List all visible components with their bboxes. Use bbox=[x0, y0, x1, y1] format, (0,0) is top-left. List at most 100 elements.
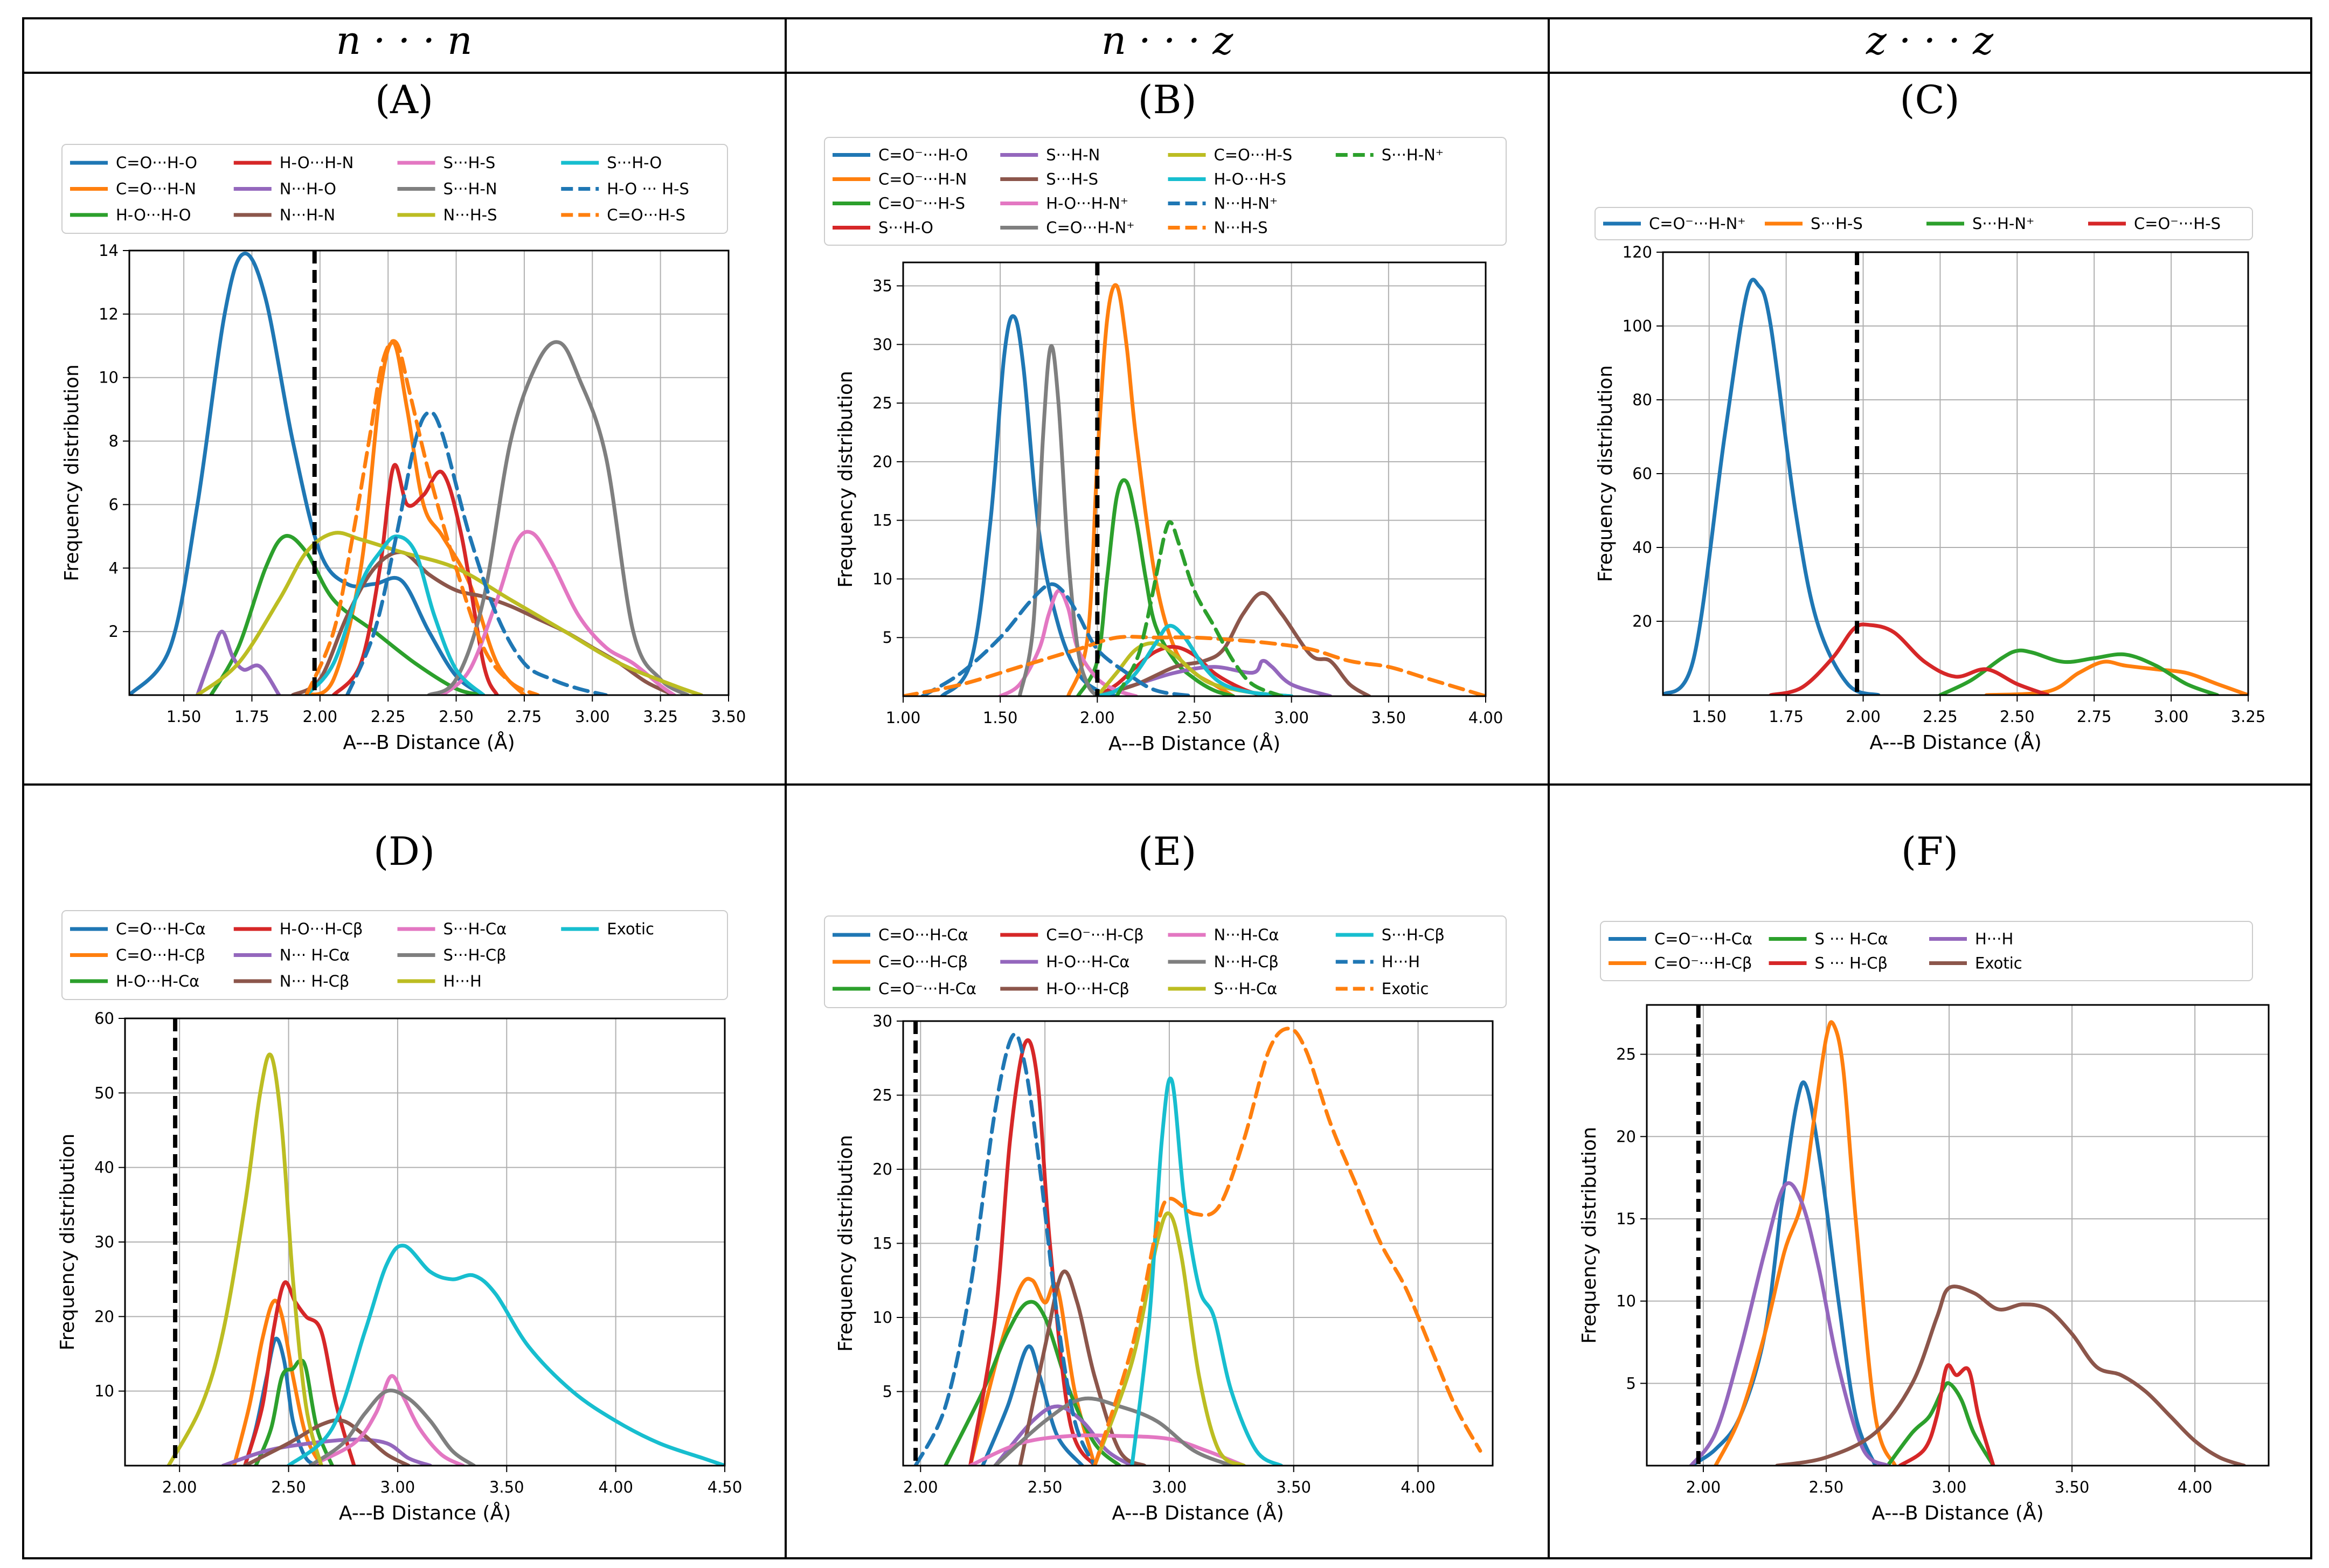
x-tick-label: 1.75 bbox=[234, 707, 269, 726]
legend-label-s-h-o: S···H-O bbox=[878, 219, 933, 237]
series-line-s-h-n bbox=[1114, 520, 1284, 696]
y-tick-label: 14 bbox=[99, 241, 119, 260]
series-line-exotic bbox=[287, 1244, 725, 1466]
legend-label-exotic: Exotic bbox=[1382, 980, 1429, 998]
series-line-c-o-h-o bbox=[129, 251, 486, 695]
series-line-c-o-h-n bbox=[1663, 277, 1881, 695]
y-tick-label: 10 bbox=[99, 369, 119, 387]
panel-b: (B) 1.00 1.50 2.00 2.50 3.00 3.50 4.00 5 10 15 20 25… bbox=[824, 77, 1507, 755]
series-line-s-h-c bbox=[1092, 1211, 1246, 1466]
series-line-h-o-h-n bbox=[331, 463, 499, 695]
legend-label-h-o-h-c: H-O···H-Cβ bbox=[280, 920, 363, 938]
y-axis-label: Frequency distribution bbox=[57, 1134, 79, 1351]
legend-label-s-h-c: S ··· H-Cβ bbox=[1815, 954, 1888, 973]
legend-label-h-o-h-s: H-O···H-S bbox=[1214, 170, 1286, 189]
series-line-h-h bbox=[167, 1052, 323, 1466]
y-tick-label: 6 bbox=[109, 495, 119, 514]
x-axis-label: A---B Distance (Å) bbox=[1871, 1501, 2043, 1524]
x-tick-label: 3.50 bbox=[1276, 1478, 1311, 1496]
x-tick-label: 1.50 bbox=[167, 707, 202, 726]
series-group bbox=[913, 1026, 1482, 1466]
series-line-c-o-h-s bbox=[1076, 478, 1236, 696]
y-tick-label: 20 bbox=[1616, 1127, 1636, 1146]
table-borders bbox=[22, 17, 2312, 1559]
legend-label-exotic: Exotic bbox=[607, 920, 654, 938]
x-tick-label: 2.50 bbox=[1028, 1478, 1063, 1496]
legend-label-c-o-h-n: C=O⁻···H-N bbox=[878, 170, 967, 189]
y-tick-label: 30 bbox=[872, 1012, 892, 1030]
legend-label-h-o-h-c: H-O···H-Cβ bbox=[1046, 980, 1129, 998]
legend-box bbox=[61, 910, 728, 1000]
legend-label-s-h-s: S···H-S bbox=[1811, 214, 1863, 233]
legend-label-c-o-h-c: C=O···H-Cβ bbox=[878, 953, 968, 971]
y-tick-label: 10 bbox=[1616, 1292, 1636, 1310]
axes-frame bbox=[902, 1020, 1494, 1467]
x-tick-label: 2.00 bbox=[162, 1478, 197, 1496]
axes-frame bbox=[902, 261, 1487, 697]
y-axis-label: Frequency distribution bbox=[835, 371, 857, 588]
y-tick-label: 30 bbox=[872, 335, 892, 353]
series-line-h-o-h-c bbox=[993, 1404, 1134, 1466]
x-tick-label: 2.50 bbox=[439, 707, 474, 726]
legend-label-n-h-c: N···H-Cα bbox=[1214, 926, 1279, 944]
x-tick-label: 3.00 bbox=[2154, 707, 2189, 726]
x-tick-label: 2.00 bbox=[1080, 709, 1115, 727]
legend-box bbox=[824, 915, 1507, 1008]
y-tick-label: 100 bbox=[1623, 317, 1652, 335]
panel-label: (B) bbox=[1138, 77, 1196, 122]
series-line-n-h-c bbox=[243, 1418, 411, 1466]
legend-label-c-o-h-n: C=O···H-N bbox=[116, 180, 196, 198]
series-line-s-h-c bbox=[1886, 1381, 1995, 1466]
x-tick-label: 2.25 bbox=[1923, 707, 1958, 726]
column-header-zz: z · · · z bbox=[1866, 18, 1994, 63]
series-line-h-h bbox=[1689, 1181, 1890, 1466]
x-tick-label: 2.00 bbox=[1846, 707, 1881, 726]
table-outer-border bbox=[22, 17, 2312, 1559]
legend-label-n-h-s: N···H-S bbox=[1214, 219, 1268, 237]
y-tick-label: 10 bbox=[94, 1382, 114, 1400]
legend-label-h-o-h-n: H-O···H-N⁺ bbox=[1046, 195, 1128, 213]
series-line-s-h-c bbox=[308, 1389, 476, 1466]
axes-frame bbox=[124, 1017, 726, 1467]
legend-label-c-o-h-c: C=O···H-Cβ bbox=[116, 946, 205, 965]
series-line-h-h bbox=[913, 1032, 1097, 1466]
y-tick-label: 8 bbox=[109, 432, 119, 450]
series-line-s-h-c bbox=[1130, 1077, 1284, 1466]
axes-frame bbox=[128, 249, 730, 696]
panel-d: (D) 2.00 2.50 3.00 3.50 4.00 4.50 10 20 30 40 50 60 A… bbox=[57, 829, 742, 1524]
legend-label-c-o-h-s: C=O···H-S bbox=[1214, 146, 1293, 164]
legend-label-c-o-h-c: C=O⁻···H-Cα bbox=[1654, 930, 1752, 948]
legend-label-c-o-h-s: C=O···H-S bbox=[607, 206, 685, 224]
series-line-n-h-n bbox=[920, 582, 1196, 696]
legend-label-h-h: H···H bbox=[1975, 930, 2013, 948]
y-tick-label: 120 bbox=[1623, 243, 1652, 261]
y-tick-label: 4 bbox=[109, 559, 119, 577]
y-tick-label: 5 bbox=[883, 628, 892, 647]
series-group bbox=[1663, 277, 2248, 695]
legend-label-h-h: H···H bbox=[443, 972, 482, 990]
y-tick-label: 40 bbox=[1632, 538, 1652, 557]
y-tick-label: 5 bbox=[1626, 1374, 1636, 1392]
series-line-c-o-h-c bbox=[968, 1038, 1097, 1466]
legend-label-h-o-h-c: H-O···H-Cα bbox=[1046, 953, 1129, 971]
legend-box bbox=[1595, 207, 2253, 240]
x-tick-label: 2.50 bbox=[271, 1478, 306, 1496]
legend-label-c-o-h-c: C=O⁻···H-Cα bbox=[878, 980, 976, 998]
y-tick-label: 25 bbox=[872, 1086, 892, 1105]
series-group bbox=[129, 251, 703, 695]
y-tick-label: 25 bbox=[1616, 1045, 1636, 1064]
x-tick-label: 3.00 bbox=[1152, 1478, 1187, 1496]
grid bbox=[129, 250, 729, 695]
panel-label: (F) bbox=[1901, 829, 1958, 874]
legend-label-s-h-o: S···H-O bbox=[607, 154, 662, 172]
legend-label-h-o-h-n: H-O···H-N bbox=[280, 154, 354, 172]
series-line-c-o-h-o bbox=[940, 314, 1119, 696]
column-header-nn: n · · · n bbox=[336, 18, 473, 63]
x-axis-label: A---B Distance (Å) bbox=[339, 1501, 511, 1524]
legend-box bbox=[824, 137, 1507, 246]
legend-label-s-h-c: S ··· H-Cα bbox=[1815, 930, 1888, 948]
y-tick-label: 15 bbox=[1616, 1210, 1636, 1228]
y-axis-label: Frequency distribution bbox=[1578, 1127, 1600, 1344]
legend-label-h-h: H···H bbox=[1382, 953, 1420, 971]
